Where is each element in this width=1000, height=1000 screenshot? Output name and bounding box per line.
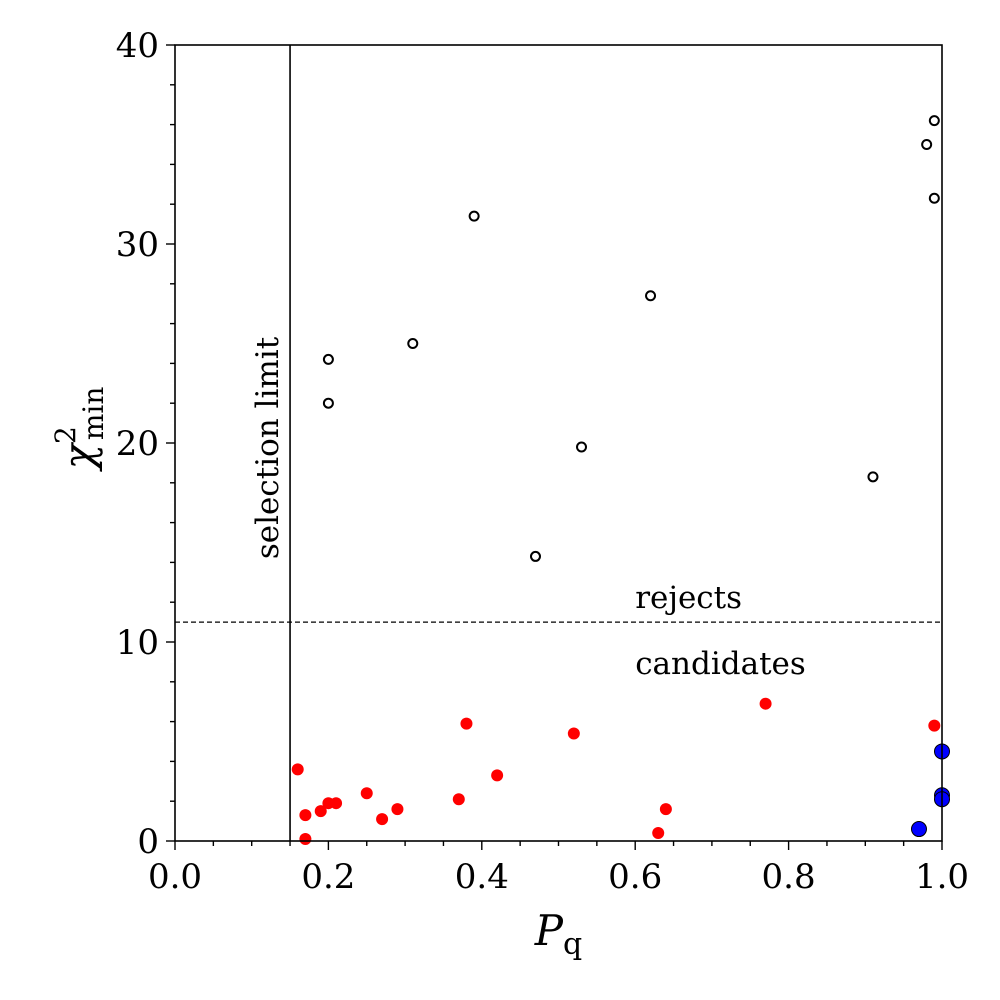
reference-lines bbox=[175, 45, 942, 841]
candidate-point bbox=[491, 769, 504, 782]
plot-frame bbox=[174, 44, 943, 842]
x-tick-label: 0.4 bbox=[455, 857, 509, 897]
reject-point bbox=[468, 210, 480, 222]
y-tick-label: 10 bbox=[116, 623, 159, 663]
candidate-point bbox=[299, 809, 312, 822]
candidate-point bbox=[659, 803, 672, 816]
highlighted-point bbox=[910, 821, 927, 838]
candidate-point bbox=[460, 717, 473, 730]
candidate-point bbox=[314, 805, 327, 818]
x-tick-label: 0.2 bbox=[301, 857, 355, 897]
selection-limit-label: selection limit bbox=[250, 336, 286, 559]
axis-ticks: 0.0 0.2 0.4 0.6 0.8 1.0 0 10 20 30 40 bbox=[116, 26, 969, 897]
x-tick-label: 1.0 bbox=[915, 857, 969, 897]
y-axis-label-main: χ bbox=[54, 441, 103, 472]
candidate-point bbox=[452, 793, 465, 806]
y-axis-label-subscript: min bbox=[77, 387, 110, 441]
svg-text:χ2min: χ2min bbox=[49, 387, 110, 473]
reject-point bbox=[867, 471, 879, 483]
reject-point bbox=[576, 441, 588, 453]
reject-point bbox=[322, 397, 334, 409]
reject-point bbox=[529, 550, 541, 562]
x-tick-label: 0.6 bbox=[608, 857, 662, 897]
y-tick-label: 40 bbox=[116, 26, 159, 66]
y-tick-label: 0 bbox=[137, 822, 159, 862]
x-tick-label: 0.0 bbox=[148, 857, 202, 897]
data-points bbox=[291, 115, 950, 846]
x-axis-label-subscript: q bbox=[563, 927, 582, 962]
candidate-point bbox=[391, 803, 404, 816]
x-axis-label-main: P bbox=[534, 906, 564, 955]
x-tick-label: 0.8 bbox=[762, 857, 816, 897]
y-tick-label: 20 bbox=[116, 424, 159, 464]
reject-point bbox=[928, 192, 940, 204]
y-tick-label: 30 bbox=[116, 225, 159, 265]
candidate-point bbox=[299, 833, 312, 846]
x-axis-label: Pq bbox=[534, 906, 582, 962]
y-axis-label: χ2min bbox=[49, 387, 110, 473]
reject-point bbox=[645, 290, 657, 302]
candidates-annotation: candidates bbox=[635, 646, 806, 682]
reject-point bbox=[322, 353, 334, 365]
rejects-annotation: rejects bbox=[635, 580, 742, 616]
candidate-point bbox=[360, 787, 373, 800]
candidate-point bbox=[376, 813, 389, 826]
reject-point bbox=[921, 139, 933, 150]
reject-point bbox=[928, 115, 940, 127]
candidate-point bbox=[928, 719, 941, 732]
y-axis-label-superscript: 2 bbox=[49, 426, 82, 444]
candidate-point bbox=[291, 763, 304, 776]
candidate-point bbox=[567, 727, 580, 740]
candidate-point bbox=[652, 827, 665, 840]
candidate-point bbox=[330, 797, 343, 810]
candidate-point bbox=[759, 697, 772, 710]
reject-point bbox=[407, 338, 419, 349]
